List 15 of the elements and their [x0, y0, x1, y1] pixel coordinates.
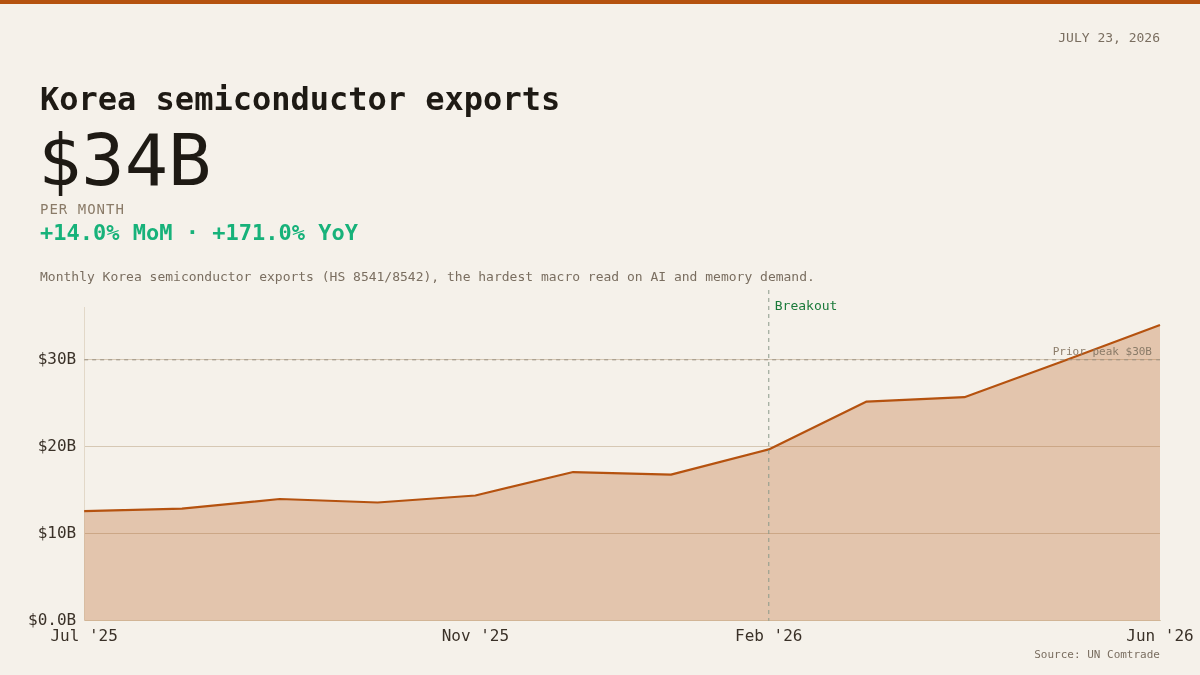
chart-subtitle: Monthly Korea semiconductor exports (HS 8541/8542), the hardest macro read on AI and memory demand.	[40, 269, 815, 284]
ref-line-label: Prior peak $30B	[1052, 345, 1153, 359]
y-tick-label: $30B	[37, 348, 77, 368]
text: JULY 23, 2026	[1058, 30, 1160, 45]
ref-line-label: Breakout	[774, 297, 838, 313]
x-tick-label: Feb '26	[735, 625, 803, 645]
chart-title: Korea semiconductor exports	[40, 80, 561, 118]
y-tick-label: $20B	[37, 435, 77, 455]
y-tick-label: $10B	[37, 522, 77, 542]
x-tick-label: Jun '26	[1126, 625, 1194, 645]
source-note: Source: UN Comtrade	[1034, 648, 1160, 661]
text: +14.0% MoM · +171.0% YoY	[40, 220, 358, 245]
text: PER MONTH	[40, 201, 125, 217]
x-tick-label: Nov '25	[441, 625, 510, 645]
text: $34B	[38, 118, 212, 202]
